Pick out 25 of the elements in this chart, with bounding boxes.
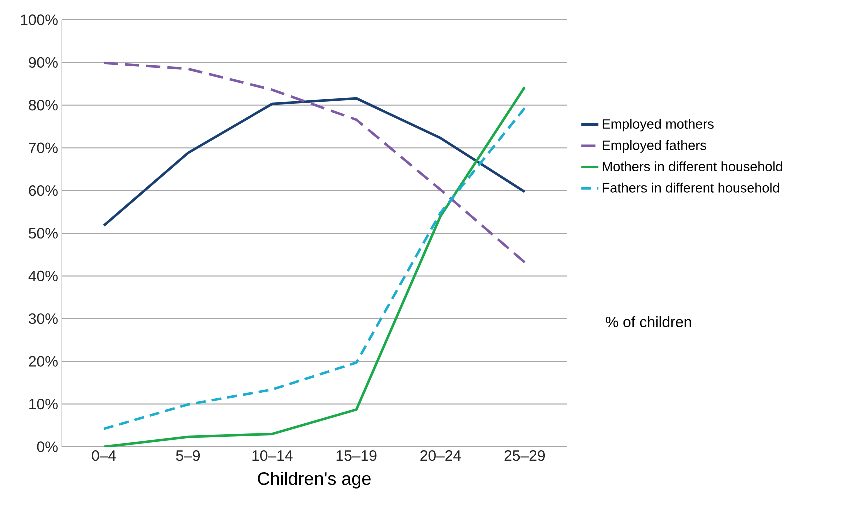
legend-label: Employed fathers <box>602 140 706 153</box>
x-tick-label: 0–4 <box>92 450 116 462</box>
y-tick-label: 20% <box>29 356 58 367</box>
legend-label: Employed mothers <box>602 119 714 132</box>
y-tick-label: 80% <box>29 100 58 111</box>
x-tick-label: 25–29 <box>504 450 546 462</box>
x-tick-label: 20–24 <box>420 450 462 462</box>
y-tick-label: 30% <box>29 314 58 324</box>
y-tick-label: 50% <box>29 228 58 239</box>
y-tick-label: 70% <box>29 142 58 154</box>
line-series <box>102 97 526 228</box>
legend-label: Fathers in different household <box>602 182 780 193</box>
y-tick-label: 40% <box>28 270 58 282</box>
y-tick-label: 10% <box>30 398 58 410</box>
x-tick-label: 5–9 <box>176 450 200 462</box>
y-axis-title: % of children <box>606 316 692 328</box>
x-tick-label: 10–14 <box>252 450 293 462</box>
x-tick-label: 15–19 <box>336 450 377 462</box>
y-tick-label: 60% <box>29 185 58 196</box>
y-tick-label: 0% <box>37 442 58 452</box>
y-tick-label: 90% <box>29 57 58 68</box>
y-tick-label: 100% <box>21 14 58 26</box>
line-series <box>102 62 526 264</box>
legend-label: Mothers in different household <box>602 162 782 172</box>
x-axis-title: Children's age <box>258 472 371 489</box>
